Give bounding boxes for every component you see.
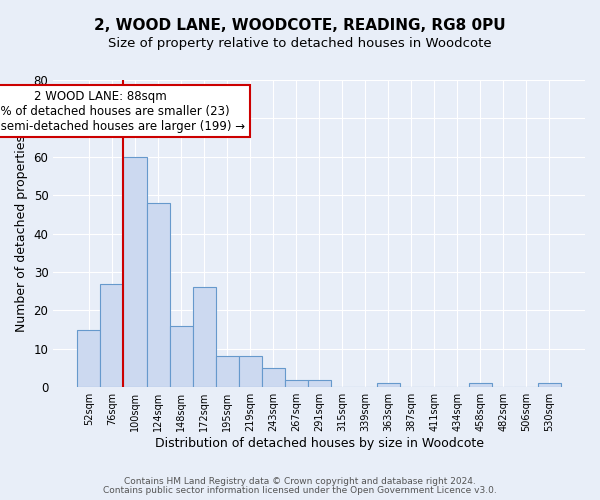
Text: 2 WOOD LANE: 88sqm
← 10% of detached houses are smaller (23)
90% of semi-detache: 2 WOOD LANE: 88sqm ← 10% of detached hou…	[0, 90, 245, 132]
Bar	[469, 384, 492, 387]
Bar	[124, 157, 146, 387]
Bar	[308, 380, 331, 387]
X-axis label: Distribution of detached houses by size in Woodcote: Distribution of detached houses by size …	[155, 437, 484, 450]
Text: Size of property relative to detached houses in Woodcote: Size of property relative to detached ho…	[108, 38, 492, 51]
Bar	[170, 326, 193, 387]
Bar	[377, 384, 400, 387]
Bar	[284, 380, 308, 387]
Bar	[538, 384, 561, 387]
Text: 2, WOOD LANE, WOODCOTE, READING, RG8 0PU: 2, WOOD LANE, WOODCOTE, READING, RG8 0PU	[94, 18, 506, 32]
Bar	[215, 356, 239, 387]
Bar	[262, 368, 284, 387]
Bar	[146, 203, 170, 387]
Bar	[100, 284, 124, 387]
Bar	[77, 330, 100, 387]
Y-axis label: Number of detached properties: Number of detached properties	[15, 135, 28, 332]
Bar	[193, 288, 215, 387]
Text: Contains HM Land Registry data © Crown copyright and database right 2024.: Contains HM Land Registry data © Crown c…	[124, 477, 476, 486]
Text: Contains public sector information licensed under the Open Government Licence v3: Contains public sector information licen…	[103, 486, 497, 495]
Bar	[239, 356, 262, 387]
